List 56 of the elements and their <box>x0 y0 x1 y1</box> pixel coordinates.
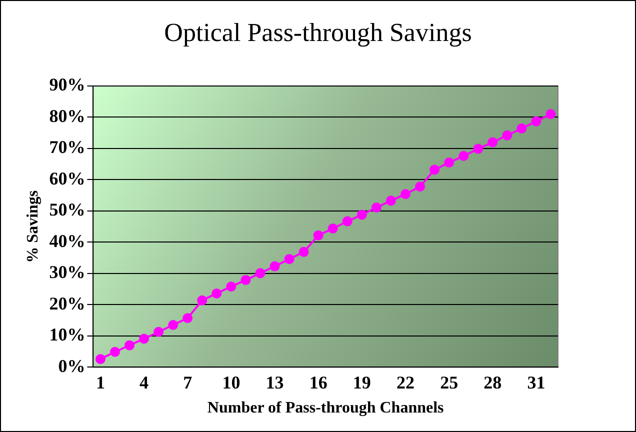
point <box>488 137 498 148</box>
point <box>197 295 208 306</box>
point <box>473 144 484 154</box>
point <box>255 268 266 278</box>
point <box>502 130 512 140</box>
y-tick-label: 90% <box>49 74 86 95</box>
x-tick-label: 4 <box>140 372 149 393</box>
y-tick-label: 50% <box>49 200 86 220</box>
point <box>154 326 164 337</box>
y-tick-label: 0% <box>58 356 86 376</box>
point <box>516 123 527 134</box>
y-tick-label: 40% <box>49 230 86 251</box>
point <box>371 202 382 213</box>
point <box>270 261 280 272</box>
x-tick-label: 28 <box>484 372 502 393</box>
y-tick-label: 20% <box>49 293 86 314</box>
y-tick-label: 80% <box>49 106 86 126</box>
y-tick-label: 60% <box>49 168 86 188</box>
x-tick-label: 10 <box>222 372 240 393</box>
x-axis-title: Number of Pass-through Channels <box>207 400 444 417</box>
point <box>356 210 367 220</box>
point <box>168 320 178 330</box>
point <box>430 164 440 175</box>
point <box>124 340 135 350</box>
point <box>458 150 469 161</box>
point <box>400 189 410 200</box>
point <box>110 346 120 357</box>
point <box>546 109 556 120</box>
point <box>328 223 338 234</box>
point <box>95 354 106 364</box>
point <box>298 246 309 257</box>
x-tick-label: 22 <box>396 372 414 393</box>
x-tick-label: 19 <box>352 372 371 393</box>
x-tick-label: 25 <box>440 372 458 393</box>
point <box>313 230 324 240</box>
point <box>386 196 396 206</box>
x-tick-label: 7 <box>183 372 192 393</box>
point <box>139 334 150 344</box>
point <box>444 158 454 168</box>
y-axis-title: % Savings <box>24 190 42 263</box>
point <box>284 254 294 264</box>
x-tick-label: 1 <box>96 372 105 393</box>
point <box>415 182 426 192</box>
chart-title: Optical Pass-through Savings <box>163 18 473 48</box>
y-tick-label: 30% <box>49 262 86 282</box>
point <box>182 313 193 324</box>
point <box>531 116 542 126</box>
point <box>342 216 352 226</box>
point <box>240 275 251 286</box>
y-tick-label: 70% <box>49 137 86 158</box>
point <box>212 288 222 298</box>
point <box>226 282 236 292</box>
x-tick-label: 31 <box>527 372 546 393</box>
x-tick-label: 13 <box>266 372 284 393</box>
y-tick-label: 10% <box>49 324 86 345</box>
x-tick-label: 16 <box>309 372 328 393</box>
